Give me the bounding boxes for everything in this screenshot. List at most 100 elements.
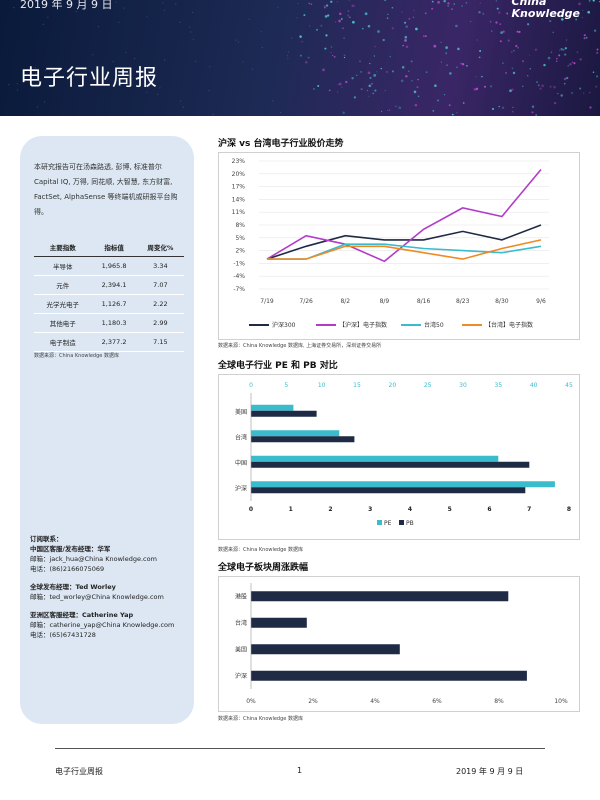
decor-dot — [303, 14, 306, 17]
decor-dot — [475, 87, 479, 91]
decor-dot — [351, 76, 354, 80]
page-header: 2019 年 9 月 9 日 电子行业周报 China Knowledge — [0, 0, 600, 116]
decor-dot — [431, 7, 434, 10]
decor-dot — [347, 14, 350, 17]
decor-dot — [560, 48, 563, 51]
y-tick-label: 23% — [232, 158, 246, 165]
decor-dot — [372, 92, 375, 95]
decor-dot — [513, 50, 515, 52]
decor-dot — [349, 16, 351, 18]
pe-bar — [251, 430, 340, 437]
decor-dot — [576, 51, 579, 54]
decor-dot — [516, 30, 519, 33]
decor-dot — [557, 93, 559, 95]
decor-dot — [134, 57, 136, 60]
decor-dot — [398, 106, 402, 110]
decor-dot — [511, 0, 513, 3]
decor-dot — [502, 30, 505, 33]
decor-dot — [13, 7, 15, 9]
decor-dot — [456, 112, 458, 114]
decor-dot — [552, 31, 555, 34]
header-dot-pattern — [8, 0, 600, 116]
decor-dot — [97, 25, 99, 28]
table-cell: 7.15 — [136, 332, 184, 352]
decor-dot — [384, 90, 386, 92]
decor-dot — [575, 18, 578, 21]
decor-dot — [313, 88, 315, 90]
top-tick-label: 5 — [284, 382, 288, 389]
table-cell: 光学光电子 — [34, 294, 92, 314]
cn-contact-email[interactable]: 邮箱：jack_hua@China Knowledge.com — [30, 555, 157, 563]
decor-dot — [505, 72, 507, 74]
decor-dot — [573, 12, 576, 15]
col-header: 主要指数 — [34, 238, 92, 257]
decor-dot — [388, 109, 391, 111]
decor-dot — [336, 1, 338, 3]
decor-dot — [444, 94, 446, 96]
decor-dot — [536, 81, 539, 84]
decor-dot — [324, 47, 327, 50]
global-contact-email[interactable]: 邮箱：ted_worley@China Knowledge.com — [30, 593, 164, 601]
decor-dot — [248, 18, 250, 20]
decor-dot — [175, 3, 177, 5]
asia-contact-email[interactable]: 邮箱：catherine_yap@China Knowledge.com — [30, 621, 175, 629]
decor-dot — [583, 92, 585, 94]
bottom-tick-label: 8 — [567, 506, 571, 513]
decor-dot — [506, 12, 509, 15]
decor-dot — [596, 48, 599, 51]
decor-dot — [416, 86, 419, 89]
decor-dot — [208, 90, 210, 92]
decor-dot — [414, 103, 418, 107]
decor-dot — [343, 37, 345, 39]
decor-dot — [190, 31, 192, 33]
decor-dot — [75, 10, 77, 13]
decor-dot — [35, 72, 37, 74]
decor-dot — [287, 51, 290, 53]
decor-dot — [123, 7, 125, 9]
decor-dot — [338, 82, 342, 86]
x-tick-label: 7/26 — [299, 298, 313, 305]
x-tick-label: 4% — [370, 698, 380, 705]
decor-dot — [447, 2, 450, 5]
decor-dot — [35, 83, 37, 85]
decor-dot — [425, 71, 428, 74]
decor-dot — [359, 60, 361, 62]
decor-dot — [407, 70, 410, 73]
decor-dot — [595, 75, 599, 78]
decor-dot — [391, 27, 394, 30]
decor-dot — [596, 51, 599, 54]
series-line — [267, 239, 542, 260]
decor-dot — [272, 100, 274, 102]
decor-dot — [38, 79, 40, 81]
decor-dot — [579, 58, 582, 61]
bottom-tick-label: 1 — [289, 506, 293, 513]
decor-dot — [182, 106, 184, 108]
intro-text: 本研究报告可在汤森路透, 彭博, 标准普尔 Capital IQ, 万得, 同花… — [34, 163, 178, 216]
decor-dot — [299, 35, 302, 38]
decor-dot — [343, 54, 346, 57]
decor-dot — [491, 30, 493, 32]
decor-dot — [592, 0, 595, 2]
table-row: 元件 2,394.1 7.07 — [34, 275, 184, 295]
decor-dot — [341, 86, 343, 88]
x-tick-label: 8% — [494, 698, 504, 705]
decor-dot — [424, 12, 427, 15]
decor-dot — [559, 49, 561, 51]
x-tick-label: 8/16 — [417, 298, 431, 305]
legend-label: PE — [384, 520, 392, 527]
decor-dot — [391, 6, 394, 9]
decor-dot — [413, 90, 417, 94]
x-tick-label: 8/9 — [380, 298, 390, 305]
footer-rule — [55, 748, 545, 749]
decor-dot — [235, 39, 237, 41]
decor-dot — [451, 113, 454, 116]
decor-dot — [489, 85, 493, 88]
decor-dot — [296, 17, 298, 19]
top-tick-label: 25 — [424, 382, 432, 389]
decor-dot — [330, 52, 332, 54]
y-tick-label: 8% — [235, 222, 245, 229]
decor-dot — [327, 14, 330, 17]
decor-dot — [412, 16, 415, 19]
decor-dot — [512, 106, 514, 108]
